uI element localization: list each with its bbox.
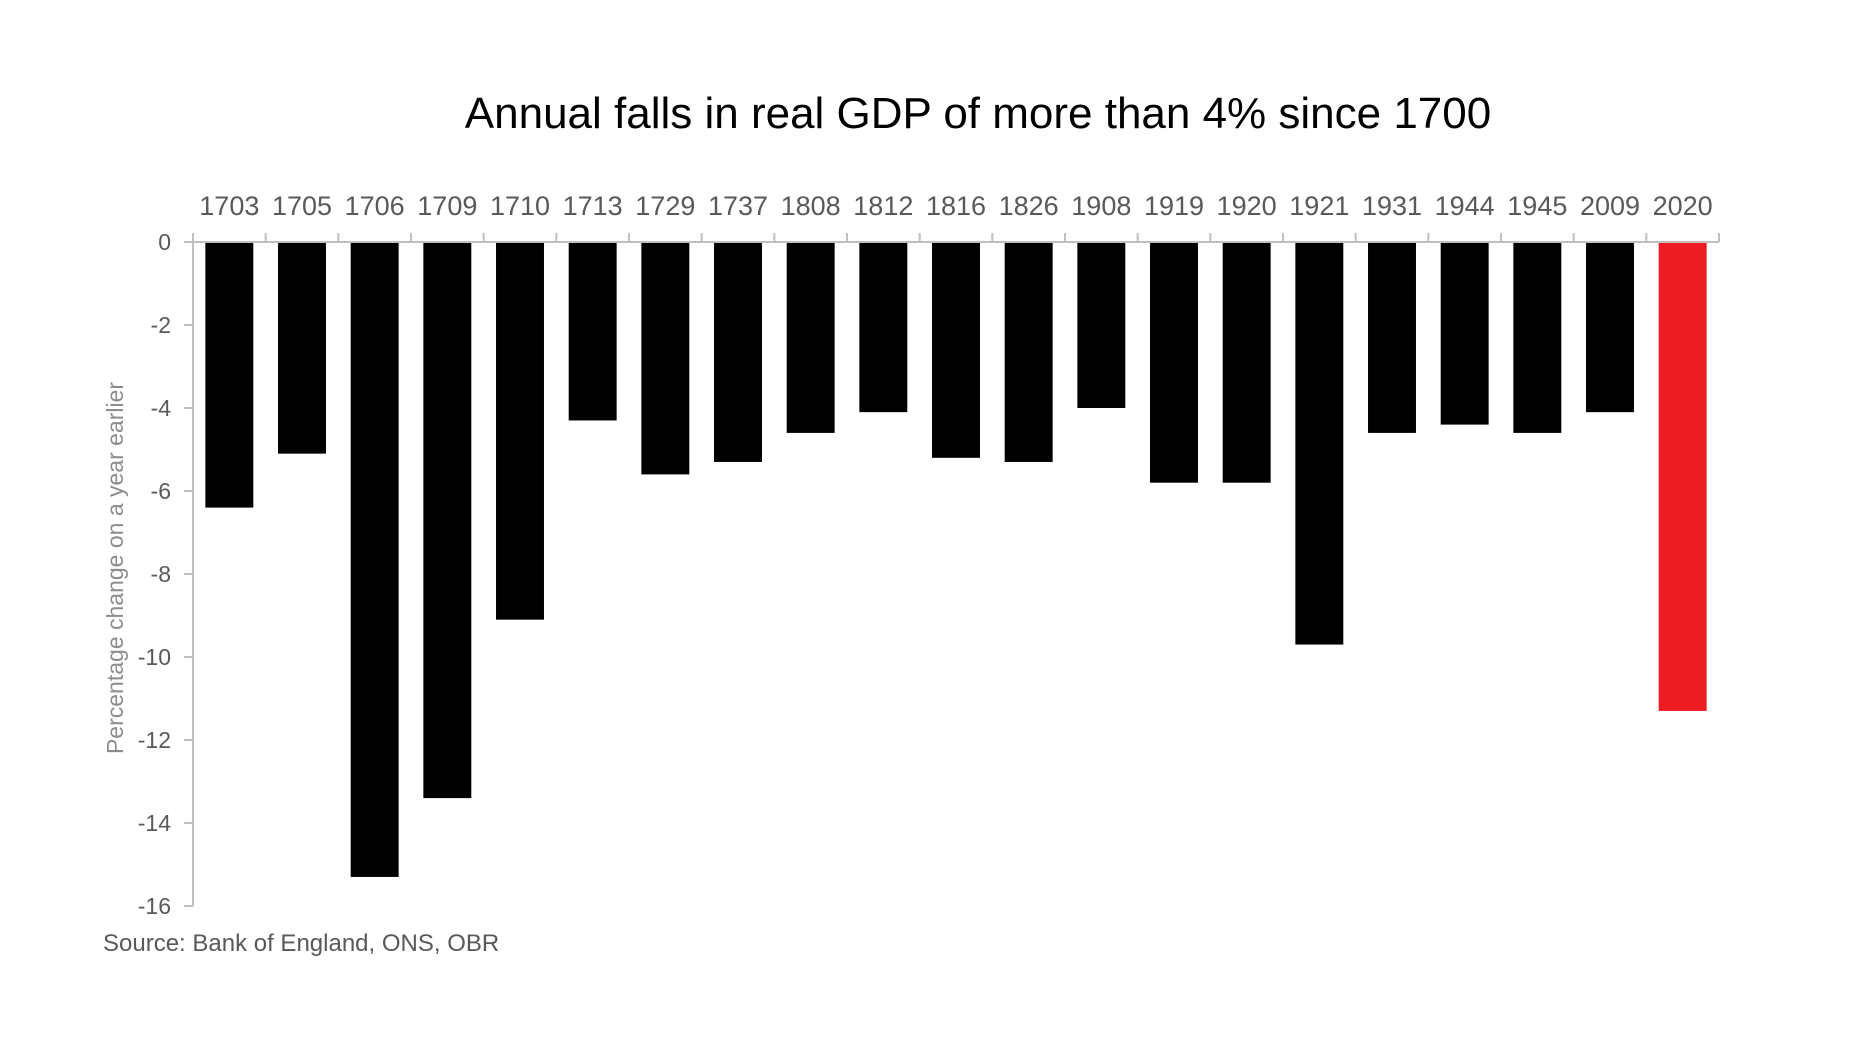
x-tick-label: 1812 (853, 191, 913, 221)
bar-1808 (786, 242, 835, 433)
bar-1921 (1295, 242, 1344, 645)
x-tick-label: 1710 (490, 191, 550, 221)
y-tick-label: -16 (138, 893, 171, 919)
y-tick-label: -12 (138, 727, 171, 753)
x-tick-label: 1944 (1435, 191, 1495, 221)
x-tick-label: 1713 (563, 191, 623, 221)
bar-1816 (932, 242, 980, 458)
bar-1729 (641, 242, 690, 475)
x-tick-label: 1808 (781, 191, 841, 221)
bar-1737 (714, 242, 762, 462)
bar-1706 (350, 242, 399, 877)
y-tick-label: -2 (151, 312, 171, 338)
x-tick-label: 1931 (1362, 191, 1422, 221)
bar-1919 (1150, 242, 1198, 483)
bar-1920 (1222, 242, 1271, 483)
bar-1826 (1004, 242, 1053, 462)
bar-1945 (1513, 242, 1562, 433)
x-tick-label: 1709 (417, 191, 477, 221)
x-tick-label: 1729 (635, 191, 695, 221)
x-tick-label: 1816 (926, 191, 986, 221)
y-axis-title: Percentage change on a year earlier (102, 382, 128, 754)
x-tick-label: 1703 (199, 191, 259, 221)
x-axis: 1703 1705 1706 1709 1710 1713 1729 1737 1808 1812… (192, 191, 1720, 243)
x-tick-label: 1908 (1071, 191, 1131, 221)
y-tick-label: -10 (138, 644, 171, 670)
bar-2009 (1586, 242, 1634, 413)
chart-title: Annual falls in real GDP of more than 4%… (465, 89, 1491, 138)
x-tick-label: 1945 (1507, 191, 1567, 221)
bar-1709 (423, 242, 472, 799)
y-axis: 0 -2 -4 -6 -8 -10 -12 -14 -16 (138, 229, 194, 919)
bar-1710 (496, 242, 544, 620)
bar-1705 (278, 242, 326, 454)
bar-1703 (205, 242, 254, 508)
y-tick-label: -6 (151, 478, 171, 504)
x-tick-label: 1826 (999, 191, 1059, 221)
x-tick-label: 1737 (708, 191, 768, 221)
x-tick-label: 1920 (1217, 191, 1277, 221)
y-tick-label: 0 (158, 229, 171, 255)
y-tick-label: -8 (151, 561, 171, 587)
bar-1931 (1368, 242, 1416, 433)
x-tick-label: 1705 (272, 191, 332, 221)
x-tick-label: 1706 (345, 191, 405, 221)
y-tick-label: -14 (138, 810, 171, 836)
bar-1713 (568, 242, 617, 421)
y-tick-label: -4 (151, 395, 172, 421)
x-tick-label: 2020 (1653, 191, 1713, 221)
source-note: Source: Bank of England, ONS, OBR (103, 930, 499, 957)
bar-1944 (1440, 242, 1489, 425)
x-tick-label: 2009 (1580, 191, 1640, 221)
bars-layer (205, 242, 1707, 877)
x-tick-label: 1921 (1289, 191, 1349, 221)
bar-1812 (859, 242, 908, 413)
bar-1908 (1077, 242, 1126, 408)
bar-2020 (1658, 242, 1707, 711)
x-tick-label: 1919 (1144, 191, 1204, 221)
